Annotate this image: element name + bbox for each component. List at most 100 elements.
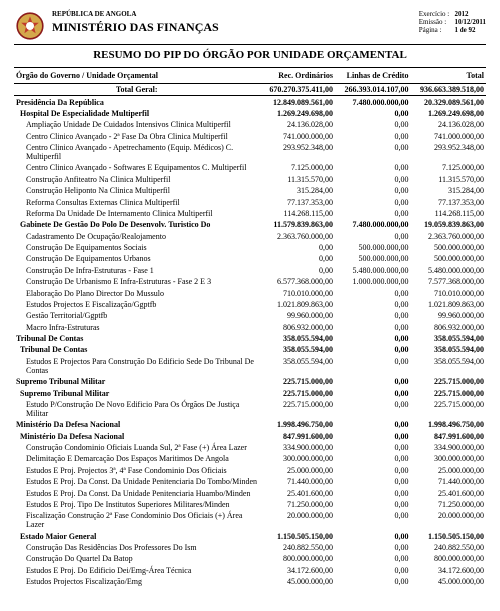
row-val: 0,00 [335, 576, 411, 587]
row-val: 358.055.594,00 [410, 344, 486, 355]
row-name: Centro Clinico Avançado - Apetrechamento… [14, 142, 259, 162]
row-val: 0,00 [335, 196, 411, 207]
row-val: 99.960.000,00 [410, 310, 486, 321]
row-name: Ministério Da Defesa Nacional [14, 431, 259, 442]
row-val: 71.250.000,00 [410, 499, 486, 510]
row-val: 0,00 [335, 322, 411, 333]
row-val: 240.882.550,00 [410, 542, 486, 553]
row-val: 45.000.000,00 [410, 576, 486, 587]
row-name: Centro Clinico Avançado - 2ª Fase Da Obr… [14, 131, 259, 142]
row-name: Tribunal De Contas [14, 344, 259, 355]
row-val: 847.991.600,00 [259, 431, 335, 442]
row-name: Macro Infra-Estruturas [14, 322, 259, 333]
row-name: Estudos Projectos Fiscalização/Emg [14, 576, 259, 587]
row-val: 99.960.000,00 [259, 310, 335, 321]
row-name: Elaboração Do Plano Director Do Mussulo [14, 287, 259, 298]
row-name: Ministério Da Defesa Nacional [14, 419, 259, 430]
row-val: 800.000.000,00 [410, 553, 486, 564]
row-val: 0,00 [259, 265, 335, 276]
row-val: 710.010.000,00 [410, 287, 486, 298]
row-val: 300.000.000,00 [410, 453, 486, 464]
row-name: Construção Das Residências Dos Professor… [14, 542, 259, 553]
table-row: Reforma Da Unidade De Internamento Clini… [14, 208, 486, 219]
row-val: 45.000.000,00 [259, 576, 335, 587]
row-val: 5.480.000.000,00 [410, 265, 486, 276]
row-val: 358.055.594,00 [259, 333, 335, 344]
row-val: 0,00 [335, 142, 411, 162]
table-row: Ministério Da Defesa Nacional847.991.600… [14, 431, 486, 442]
table-row: Construção De Equipamentos Urbanos0,0050… [14, 253, 486, 264]
table-row: Presidência Da República12.849.089.561,0… [14, 96, 486, 108]
row-name: Presidência Da República [14, 96, 259, 108]
row-val: 0,00 [335, 108, 411, 119]
row-val: 500.000.000,00 [335, 253, 411, 264]
row-val: 0,00 [335, 333, 411, 344]
header-meta: Exercício : 2012 Emissão : 10/12/2011 Pá… [419, 10, 486, 34]
row-val: 0,00 [335, 442, 411, 453]
table-row: Estudo P/Construção De Novo Edificio Par… [14, 399, 486, 419]
row-val: 293.952.348,00 [410, 142, 486, 162]
row-val: 19.059.839.863,00 [410, 219, 486, 230]
row-name: Supremo Tribunal Militar [14, 387, 259, 398]
row-val: 1.021.809.863,00 [259, 299, 335, 310]
row-val: 0,00 [335, 185, 411, 196]
table-row: Construção De Urbanismo E Infra-Estrutur… [14, 276, 486, 287]
table-row: Estudos Projectos Fiscalização/Emg45.000… [14, 576, 486, 587]
row-val: 1.150.505.150,00 [410, 531, 486, 542]
row-val: 0,00 [335, 299, 411, 310]
table-row: Cadastramento De Ocupação/Realojamento2.… [14, 231, 486, 242]
table-row: Ministério Da Defesa Nacional1.998.496.7… [14, 419, 486, 430]
row-val: 266.393.014.107,00 [335, 84, 411, 96]
row-val: 24.136.028,00 [410, 119, 486, 130]
pagina-label: Página : [419, 26, 453, 34]
row-name: Tribunal De Contas [14, 333, 259, 344]
row-val: 11.579.839.863,00 [259, 219, 335, 230]
table-row: Centro Clinico Avançado - Softwares E Eq… [14, 162, 486, 173]
row-val: 1.998.496.750,00 [259, 419, 335, 430]
row-val: 741.000.000,00 [259, 131, 335, 142]
row-name: Estudos E Proj. Projectos 3ª, 4ª Fase Co… [14, 465, 259, 476]
table-row: Delimitação E Demarcação Dos Espaços Mar… [14, 453, 486, 464]
row-val: 11.315.570,00 [259, 174, 335, 185]
row-val: 0,00 [259, 253, 335, 264]
row-val: 225.715.000,00 [410, 399, 486, 419]
row-val: 806.932.000,00 [259, 322, 335, 333]
table-row: Total Geral:670.270.375.411,00266.393.01… [14, 84, 486, 96]
row-val: 25.401.600,00 [259, 487, 335, 498]
row-val: 0,00 [335, 510, 411, 530]
row-val: 0,00 [335, 162, 411, 173]
col-rec: Rec. Ordinários [259, 68, 335, 84]
row-val: 0,00 [335, 531, 411, 542]
row-val: 500.000.000,00 [410, 253, 486, 264]
row-val: 1.021.809.863,00 [410, 299, 486, 310]
row-val: 24.136.028,00 [259, 119, 335, 130]
row-val: 1.269.249.698,00 [259, 108, 335, 119]
table-row: Tribunal De Contas358.055.594,000,00358.… [14, 333, 486, 344]
data-table: Órgão do Governo / Unidade Orçamental Re… [14, 67, 486, 587]
row-val: 0,00 [335, 208, 411, 219]
row-val: 0,00 [335, 387, 411, 398]
table-row: Estudos E Proj. Da Const. Da Unidade Pen… [14, 476, 486, 487]
row-name: Construção De Infra-Estruturas - Fase 1 [14, 265, 259, 276]
row-val: 0,00 [335, 356, 411, 376]
row-val: 1.269.249.698,00 [410, 108, 486, 119]
header-titles: REPÚBLICA DE ANGOLA MINISTÉRIO DAS FINAN… [52, 10, 419, 35]
row-name: Construção Anfiteatro Na Clinica Multipe… [14, 174, 259, 185]
row-val: 20.329.089.561,00 [410, 96, 486, 108]
col-credito: Linhas de Crédito [335, 68, 411, 84]
table-row: Construção De Equipamentos Sociais0,0050… [14, 242, 486, 253]
row-val: 358.055.594,00 [410, 333, 486, 344]
table-row: Estudos E Projectos Para Construção Do E… [14, 356, 486, 376]
row-val: 0,00 [335, 310, 411, 321]
row-name: Estado Maior General [14, 531, 259, 542]
table-row: Estudos E Proj. Projectos 3ª, 4ª Fase Co… [14, 465, 486, 476]
row-val: 77.137.353,00 [259, 196, 335, 207]
row-val: 0,00 [335, 465, 411, 476]
row-val: 225.715.000,00 [410, 376, 486, 387]
row-val: 0,00 [335, 174, 411, 185]
row-name: Construção De Urbanismo E Infra-Estrutur… [14, 276, 259, 287]
row-name: Reforma Da Unidade De Internamento Clini… [14, 208, 259, 219]
table-row: Construção Condominio Oficiais Luanda Su… [14, 442, 486, 453]
row-val: 358.055.594,00 [259, 344, 335, 355]
row-val: 670.270.375.411,00 [259, 84, 335, 96]
